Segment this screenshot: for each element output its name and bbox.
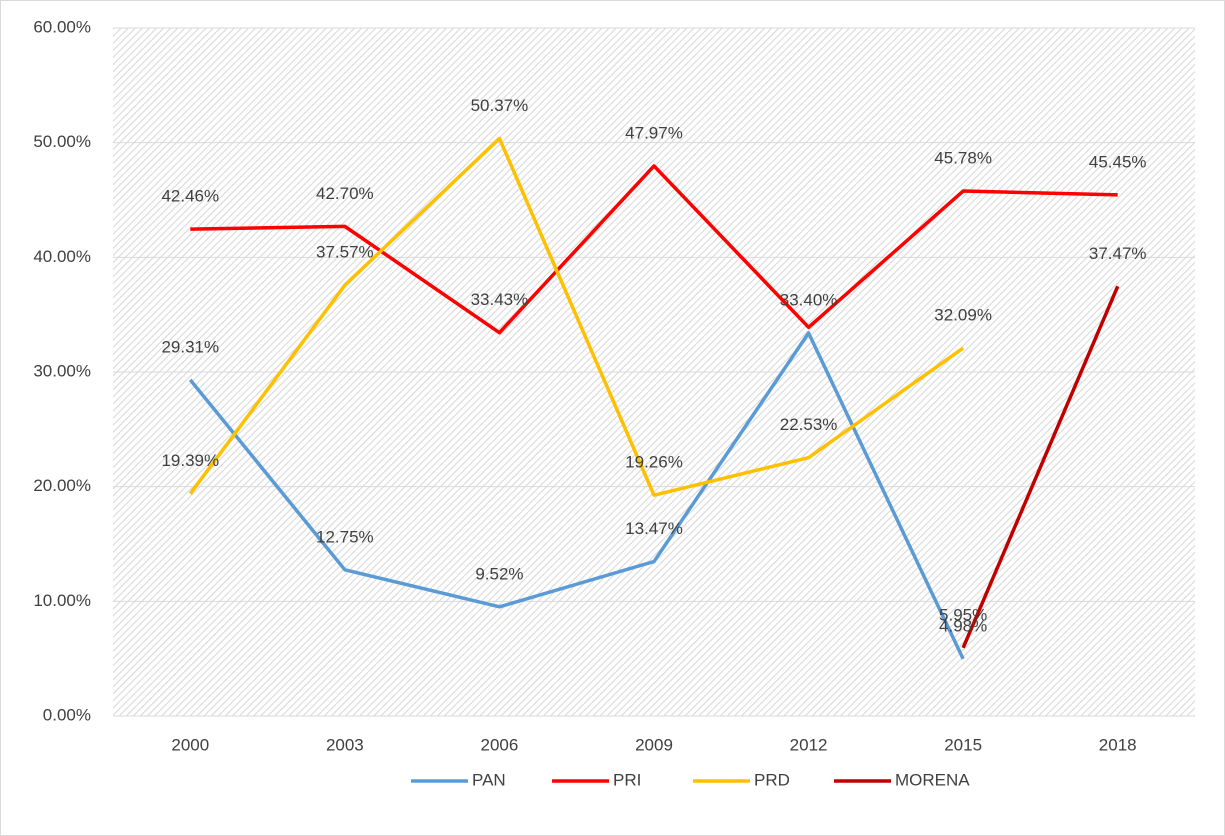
y-tick-label: 10.00% xyxy=(33,591,91,610)
series-line xyxy=(961,285,1120,649)
y-tick-label: 30.00% xyxy=(33,361,91,380)
data-label: 47.97% xyxy=(625,123,683,142)
data-label: 37.47% xyxy=(1089,244,1147,263)
series-line xyxy=(190,164,1118,335)
x-tick-label: 2003 xyxy=(326,735,364,754)
legend-label: PRI xyxy=(613,770,641,789)
x-tick-label: 2000 xyxy=(171,735,209,754)
data-label: 32.09% xyxy=(934,306,992,325)
data-label: 19.39% xyxy=(161,451,219,470)
x-tick-label: 2009 xyxy=(635,735,673,754)
data-label: 45.78% xyxy=(934,149,992,168)
y-tick-label: 20.00% xyxy=(33,476,91,495)
data-label: 42.70% xyxy=(316,184,374,203)
data-label: 12.75% xyxy=(316,527,374,546)
data-label: 33.43% xyxy=(471,290,529,309)
y-tick-label: 50.00% xyxy=(33,132,91,151)
data-label: 33.40% xyxy=(780,290,838,309)
x-tick-label: 2018 xyxy=(1099,735,1137,754)
data-label: 4.98% xyxy=(939,616,987,635)
data-label: 5.95% xyxy=(939,605,987,624)
data-label: 45.45% xyxy=(1089,152,1147,171)
y-tick-label: 40.00% xyxy=(33,247,91,266)
data-label: 29.31% xyxy=(161,337,219,356)
data-label: 13.47% xyxy=(625,519,683,538)
legend-label: PAN xyxy=(472,770,506,789)
y-tick-label: 0.00% xyxy=(43,705,91,724)
y-tick-label: 60.00% xyxy=(33,17,91,36)
legend-label: PRD xyxy=(754,770,790,789)
x-tick-label: 2015 xyxy=(944,735,982,754)
data-label: 9.52% xyxy=(475,564,523,583)
data-label: 19.26% xyxy=(625,453,683,472)
data-label: 22.53% xyxy=(780,415,838,434)
series-line xyxy=(188,331,965,660)
series-line xyxy=(188,136,965,497)
data-label: 50.37% xyxy=(471,96,529,115)
x-tick-label: 2006 xyxy=(481,735,519,754)
data-label: 37.57% xyxy=(316,243,374,262)
data-label: 42.46% xyxy=(161,187,219,206)
legend-label: MORENA xyxy=(895,770,970,789)
x-tick-label: 2012 xyxy=(790,735,828,754)
